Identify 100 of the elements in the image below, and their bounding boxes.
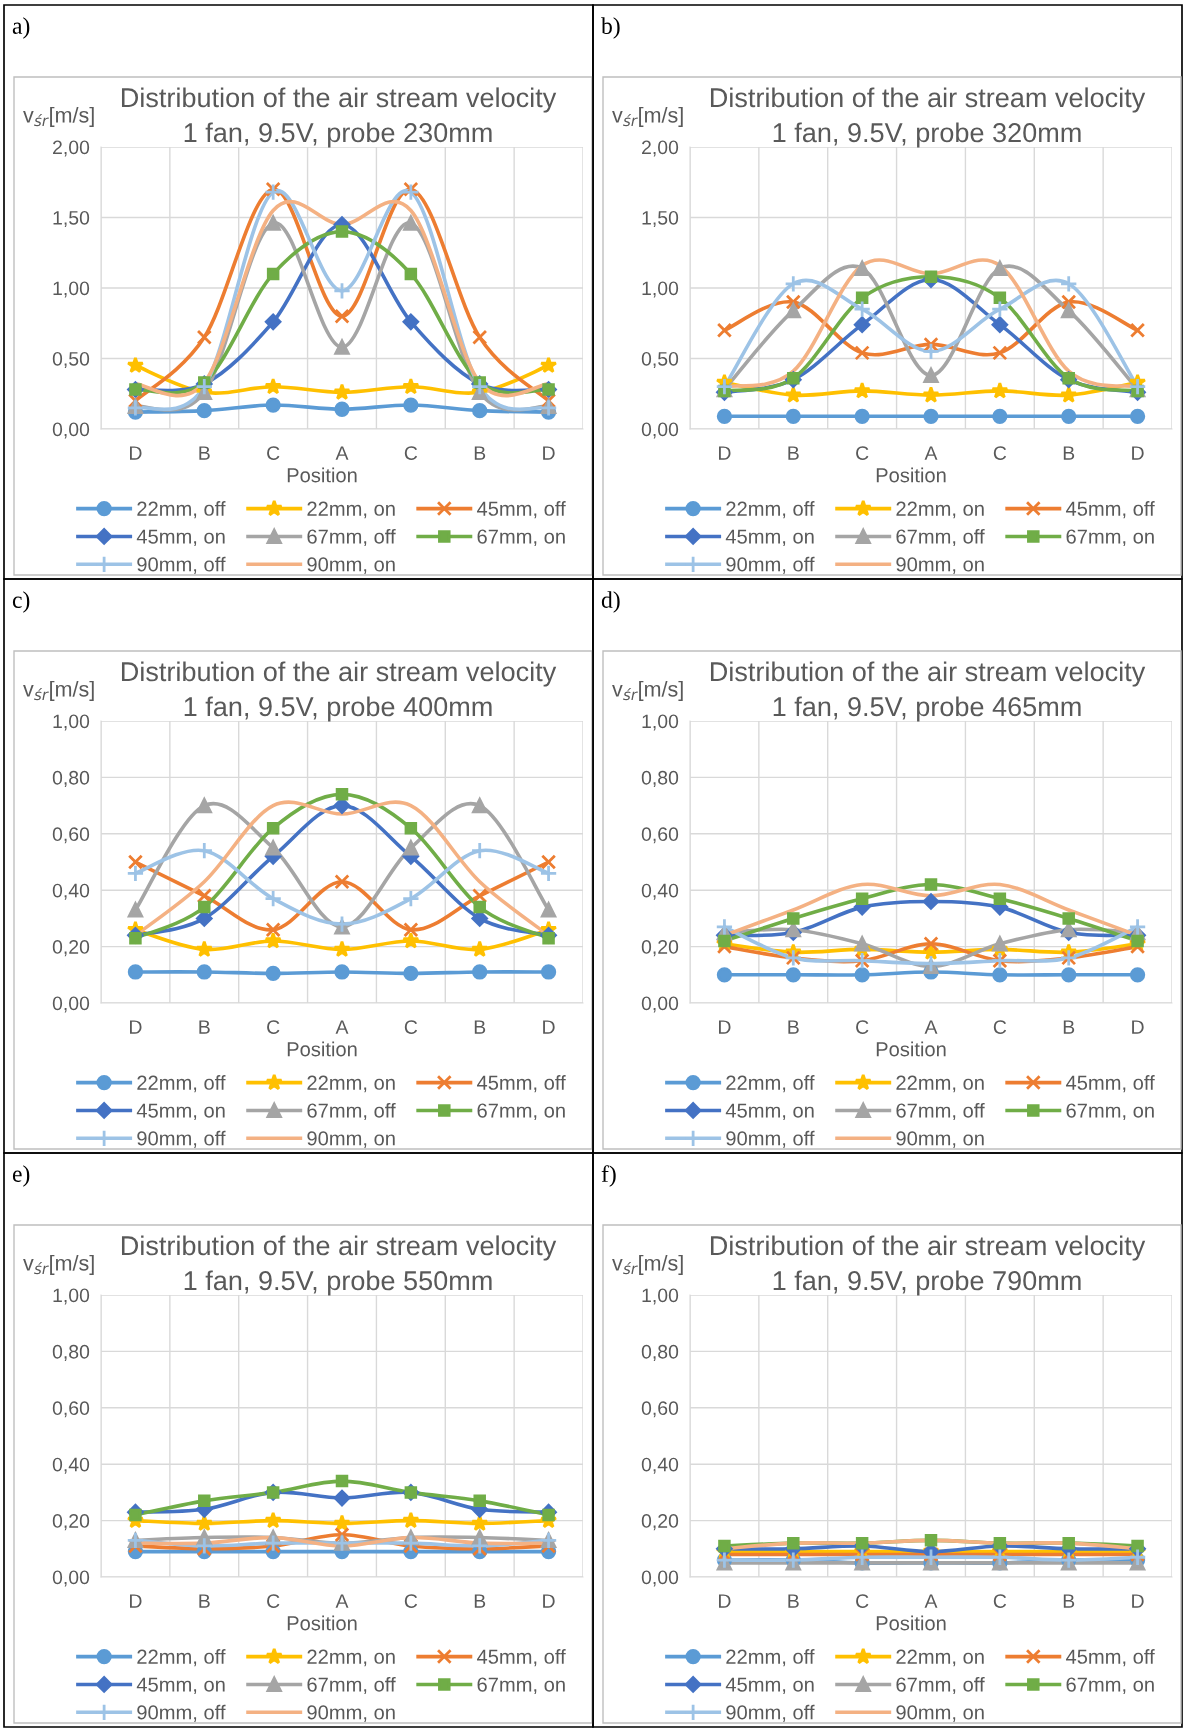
legend-label: 45mm, off [476, 501, 566, 519]
legend-label: 90mm, on [307, 1705, 395, 1722]
y-tick-label: 0,00 [641, 1570, 679, 1587]
x-tick-label: B [1063, 446, 1075, 460]
x-tick-label: B [1063, 1594, 1075, 1608]
y-tick-label: 1,00 [642, 1288, 679, 1305]
text: e) [12, 1165, 30, 1187]
y-tick-label: 0,00 [641, 422, 679, 439]
x-tick-label: B [788, 1594, 799, 1608]
y-axis-title: v$_{śr}$[m/s] [23, 106, 94, 127]
x-tick-label: B [1063, 1020, 1075, 1034]
legend-label: 45mm, on [725, 1103, 814, 1121]
legend-label: 67mm, off [307, 1676, 396, 1695]
chart-title: Distribution of the air stream velocity [121, 1235, 557, 1261]
chart-subtitle: 1 fan, 9.5V, probe 230mm [184, 122, 492, 148]
legend-label: 45mm, off [476, 1649, 566, 1667]
x-tick-label: D [719, 446, 731, 460]
legend-label: 90mm, off [137, 1130, 226, 1148]
y-tick-label: 0,20 [641, 940, 679, 957]
y-tick-label: 0,60 [641, 1401, 679, 1418]
x-tick-label: C [404, 446, 418, 460]
y-axis-title: v$_{śr}$[m/s] [612, 1254, 683, 1275]
legend-label: 67mm, off [896, 1102, 985, 1121]
legend-label: 90mm, off [137, 1704, 226, 1722]
x-tick-label: D [130, 1594, 142, 1608]
x-tick-label: B [199, 1594, 210, 1608]
y-tick-label: 0,00 [52, 996, 90, 1013]
y-tick-label: 0,40 [641, 1457, 679, 1474]
y-tick-label: 1,00 [53, 714, 90, 731]
x-tick-label: D [543, 446, 555, 460]
legend-label: 45mm, on [136, 1103, 225, 1121]
x-axis-title: Position [876, 1041, 946, 1057]
legend-label: 90mm, on [896, 1131, 984, 1148]
y-tick-label: 0,40 [52, 1457, 90, 1474]
y-axis-title: v$_{śr}$[m/s] [23, 1254, 94, 1275]
y-axis-title: v$_{śr}$[m/s] [612, 680, 683, 701]
y-axis-title: v$_{śr}$[m/s] [612, 106, 683, 127]
text: a) [12, 17, 30, 39]
x-tick-label: D [719, 1020, 731, 1034]
x-tick-label: C [856, 1020, 869, 1034]
x-tick-label: C [404, 1020, 418, 1034]
legend-label: 22mm, on [307, 1075, 395, 1093]
x-tick-label: A [335, 1594, 349, 1608]
y-tick-label: 0,00 [641, 996, 679, 1013]
x-tick-label: B [474, 1020, 486, 1034]
y-tick-label: 0,50 [641, 351, 679, 369]
x-tick-label: D [130, 1020, 142, 1034]
legend-label: 67mm, on [1066, 529, 1154, 547]
legend-label: 67mm, on [477, 529, 565, 547]
chart-title: Distribution of the air stream velocity [121, 661, 557, 687]
x-axis-title: Position [876, 1615, 946, 1631]
x-tick-label: B [474, 1594, 486, 1608]
x-tick-label: B [788, 1020, 799, 1034]
y-tick-label: 0,50 [52, 351, 90, 369]
x-tick-label: A [924, 1020, 938, 1034]
legend-label: 22mm, on [896, 1649, 984, 1667]
legend-label: 90mm, off [726, 1130, 815, 1148]
legend-label: 67mm, off [307, 528, 396, 547]
x-tick-label: D [1132, 1594, 1144, 1608]
y-axis-title: v$_{śr}$[m/s] [23, 680, 94, 701]
y-tick-label: 0,40 [52, 883, 90, 900]
y-tick-label: 1,00 [53, 281, 90, 298]
x-tick-label: C [404, 1594, 418, 1608]
legend-label: 90mm, off [726, 1704, 815, 1722]
x-tick-label: D [719, 1594, 731, 1608]
x-tick-label: D [130, 446, 142, 460]
text: b) [601, 17, 620, 39]
chart-subtitle: 1 fan, 9.5V, probe 320mm [773, 122, 1081, 148]
y-tick-label: 1,00 [642, 281, 679, 298]
chart-title: Distribution of the air stream velocity [710, 661, 1146, 687]
x-tick-label: A [924, 1594, 938, 1608]
x-tick-label: C [993, 1020, 1007, 1034]
legend-label: 45mm, on [136, 1677, 225, 1695]
legend-label: 45mm, off [476, 1075, 566, 1093]
legend-label: 45mm, off [1065, 1075, 1155, 1093]
legend-label: 22mm, off [137, 1075, 226, 1093]
x-tick-label: B [788, 446, 799, 460]
x-tick-label: B [474, 446, 486, 460]
x-axis-title: Position [287, 467, 357, 483]
legend-label: 45mm, off [1065, 1649, 1155, 1667]
x-tick-label: D [1132, 446, 1144, 460]
x-tick-label: D [1132, 1020, 1144, 1034]
y-tick-label: 0,60 [52, 827, 90, 844]
legend-label: 22mm, off [726, 1075, 815, 1093]
legend-label: 67mm, on [1066, 1103, 1154, 1121]
legend-label: 22mm, on [307, 1649, 395, 1667]
legend-label: 67mm, off [307, 1102, 396, 1121]
legend-label: 22mm, on [896, 501, 984, 519]
x-tick-label: A [335, 446, 349, 460]
x-tick-label: B [199, 1020, 210, 1034]
chart-subtitle: 1 fan, 9.5V, probe 550mm [184, 1270, 492, 1296]
y-tick-label: 0,80 [641, 1344, 679, 1361]
text: c) [12, 591, 30, 613]
y-tick-label: 0,80 [641, 770, 679, 787]
legend-label: 90mm, on [307, 1131, 395, 1148]
y-tick-label: 0,20 [52, 1514, 90, 1531]
chart-title: Distribution of the air stream velocity [710, 87, 1146, 113]
y-tick-label: 0,60 [52, 1401, 90, 1418]
chart-subtitle: 1 fan, 9.5V, probe 790mm [773, 1270, 1081, 1296]
chart-title: Distribution of the air stream velocity [710, 1235, 1146, 1261]
